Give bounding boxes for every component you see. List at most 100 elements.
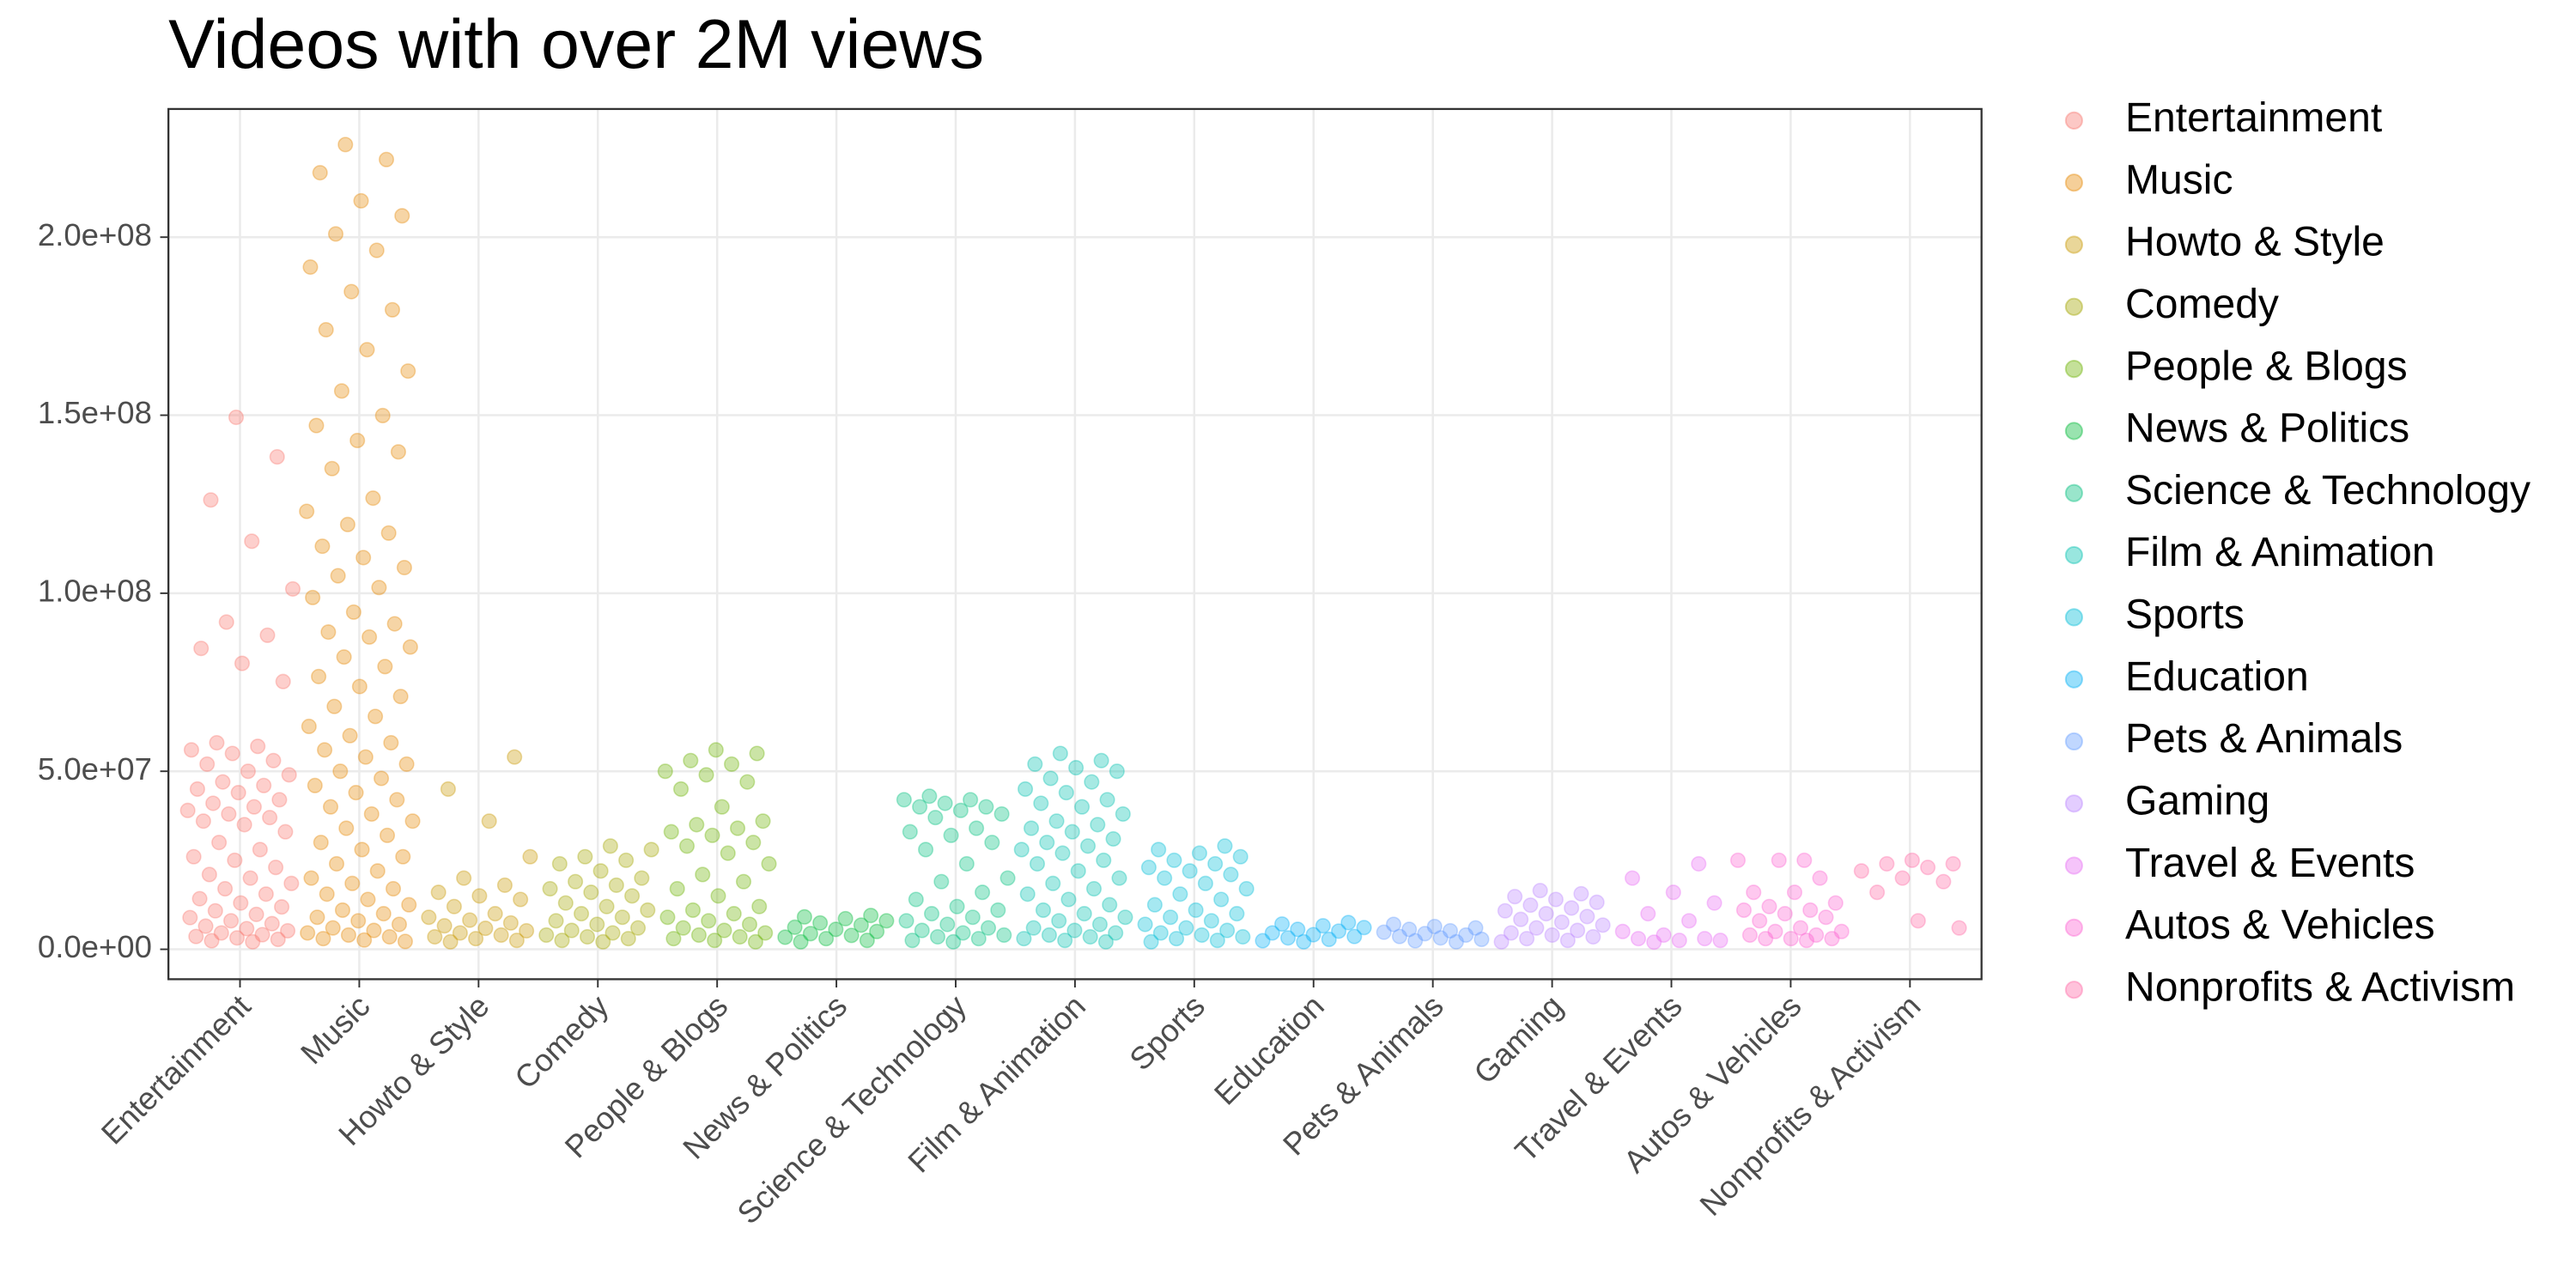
point	[1296, 933, 1312, 950]
point	[640, 902, 656, 918]
point	[522, 848, 538, 865]
legend-label: Comedy	[2125, 281, 2279, 327]
point	[1376, 924, 1392, 940]
point	[1051, 913, 1067, 929]
point	[818, 931, 835, 947]
point	[1096, 852, 1112, 868]
point	[828, 921, 844, 938]
point	[1035, 902, 1052, 918]
point	[672, 781, 690, 797]
point	[336, 649, 352, 665]
point	[1169, 931, 1185, 947]
point	[1315, 918, 1331, 934]
point	[349, 432, 366, 449]
point	[197, 918, 214, 934]
point	[188, 928, 204, 945]
point	[265, 752, 282, 769]
point	[440, 781, 456, 797]
y-tick-label: 1.5e+08	[38, 395, 152, 430]
point	[614, 909, 630, 926]
point	[1519, 931, 1535, 947]
point	[812, 914, 829, 931]
point	[1093, 752, 1109, 769]
point	[993, 805, 1010, 823]
point	[1869, 884, 1886, 901]
point	[1340, 914, 1357, 931]
point	[710, 888, 726, 904]
point	[1681, 913, 1698, 929]
legend-label: Entertainment	[2125, 94, 2382, 141]
point	[749, 745, 765, 762]
point	[217, 881, 234, 897]
point	[353, 192, 369, 209]
point	[1767, 923, 1783, 939]
point	[250, 738, 266, 755]
point	[1048, 813, 1065, 829]
point	[384, 301, 401, 318]
point	[1503, 925, 1519, 941]
point	[678, 838, 696, 854]
point	[307, 777, 323, 793]
point	[204, 933, 220, 949]
point	[230, 785, 246, 801]
point	[1792, 920, 1809, 936]
point	[391, 916, 408, 933]
point	[1706, 895, 1722, 911]
point	[741, 916, 758, 933]
point	[1039, 835, 1055, 851]
point	[344, 875, 361, 891]
point	[853, 917, 869, 933]
point	[1458, 927, 1474, 944]
point	[1064, 823, 1080, 840]
point	[356, 932, 373, 948]
point	[1235, 929, 1251, 945]
point	[378, 151, 395, 167]
legend-label: Film & Animation	[2125, 529, 2435, 575]
point	[761, 855, 777, 872]
point	[481, 813, 497, 829]
point	[277, 823, 294, 840]
point	[338, 820, 355, 836]
point	[513, 891, 529, 908]
point	[462, 912, 478, 928]
point	[507, 749, 523, 765]
point	[1157, 870, 1173, 886]
point	[233, 895, 249, 911]
point	[1188, 902, 1204, 918]
point	[322, 799, 339, 815]
point	[729, 820, 746, 836]
point	[1671, 933, 1687, 949]
point	[368, 708, 384, 725]
point	[390, 444, 406, 460]
point	[1146, 896, 1163, 913]
point	[975, 884, 991, 901]
point	[1140, 860, 1157, 876]
point	[714, 799, 730, 815]
point	[1589, 894, 1605, 910]
point	[747, 933, 763, 950]
point	[199, 756, 216, 772]
point	[189, 781, 205, 797]
point	[1084, 774, 1100, 790]
point	[1497, 902, 1513, 919]
point	[1401, 921, 1418, 938]
point	[1507, 889, 1523, 905]
point	[1783, 931, 1799, 947]
point	[359, 342, 375, 358]
point	[1085, 881, 1103, 897]
point	[283, 875, 300, 891]
point	[898, 913, 914, 929]
point	[1172, 886, 1188, 902]
point	[1027, 756, 1043, 772]
point	[271, 792, 288, 808]
point	[618, 852, 635, 868]
legend-label: Sports	[2125, 592, 2245, 638]
point	[183, 742, 199, 758]
point	[340, 927, 356, 944]
point	[904, 933, 920, 949]
point	[659, 909, 676, 926]
point	[1528, 920, 1545, 936]
point	[869, 923, 885, 939]
point	[468, 931, 484, 947]
point	[1090, 817, 1106, 833]
